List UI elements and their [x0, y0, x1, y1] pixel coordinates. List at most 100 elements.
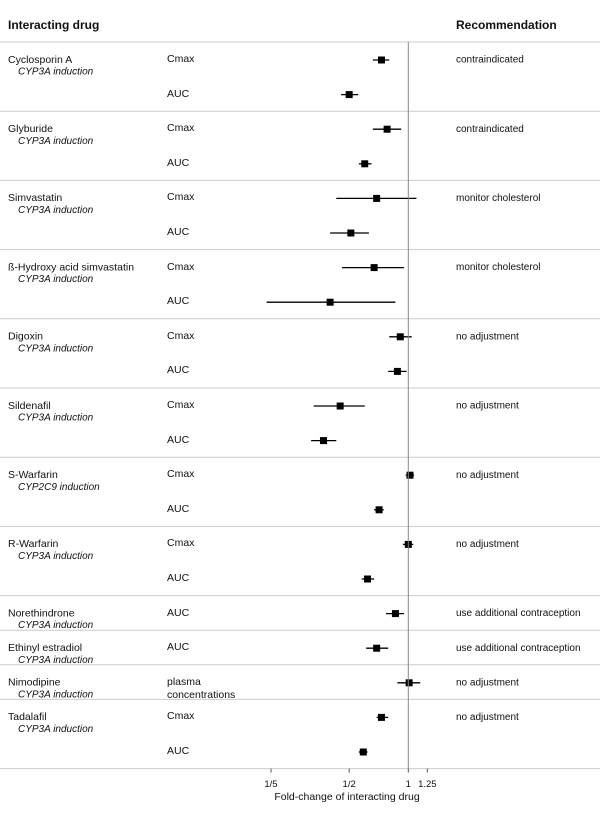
point-estimate [319, 437, 327, 445]
recommendation: monitor cholesterol [456, 193, 540, 204]
mechanism: CYP3A induction [18, 655, 94, 666]
mechanism: CYP3A induction [18, 413, 94, 424]
header-recommendation: Recommendation [456, 18, 557, 32]
drug-name: Glyburide [8, 123, 53, 135]
measure-label-box: Cmax [167, 53, 195, 65]
mechanism: CYP3A induction [18, 136, 94, 147]
measure-label: AUC [167, 572, 190, 584]
measure-label: Cmax [167, 468, 195, 481]
mechanism: CYP2C9 induction [18, 482, 100, 493]
mechanism: CYP3A induction [18, 67, 94, 78]
measure-label-box: AUC [167, 156, 190, 169]
measure-label-box: Cmax [167, 191, 195, 204]
x-tick-label: 1/2 [343, 779, 356, 790]
measure-label: plasma concentrations [167, 675, 236, 701]
recommendation: no adjustment [456, 539, 519, 550]
x-tick-label: 1/5 [264, 779, 277, 790]
mechanism: CYP3A induction [18, 205, 94, 216]
drug-name: R-Warfarin [8, 538, 59, 550]
recommendation: use additional contraception [456, 643, 581, 654]
point-estimate [377, 713, 385, 721]
measure-label: Cmax [167, 710, 195, 723]
recommendation: use additional contraception [456, 608, 581, 619]
measure-label: Cmax [167, 191, 195, 204]
x-tick-label: 1 [406, 779, 411, 790]
measure-label-box: AUC [167, 87, 190, 100]
measure-label-box: Cmax [167, 537, 195, 550]
mechanism: CYP3A induction [18, 343, 94, 354]
measure-label: AUC [167, 226, 190, 238]
recommendation: contraindicated [456, 55, 524, 66]
x-tick-label: 1.25 [418, 779, 437, 790]
drug-name: Nimodipine [8, 677, 61, 689]
drug-name: Digoxin [8, 331, 43, 343]
mechanism: CYP3A induction [18, 724, 94, 735]
measure-label-box: Cmax [167, 468, 195, 481]
drug-name: Simvastatin [8, 192, 62, 204]
measure-label: Cmax [167, 53, 195, 65]
drug-name: Tadalafil [8, 711, 47, 723]
point-estimate [377, 56, 385, 64]
point-estimate [383, 125, 391, 133]
mechanism: CYP3A induction [18, 551, 94, 562]
recommendation: no adjustment [456, 401, 519, 412]
measure-label: Cmax [167, 537, 195, 550]
point-estimate [336, 402, 344, 410]
point-estimate [391, 610, 399, 618]
measure-label-box: AUC [167, 572, 190, 584]
measure-label: AUC [167, 156, 190, 169]
point-estimate [364, 575, 372, 583]
measure-label: AUC [167, 641, 190, 654]
recommendation: no adjustment [456, 331, 519, 342]
point-estimate [347, 229, 355, 237]
point-estimate [345, 91, 353, 99]
measure-label-box: Cmax [167, 261, 194, 273]
measure-label-box: AUC [167, 295, 190, 308]
drug-name: Norethindrone [8, 607, 75, 619]
point-estimate [406, 471, 414, 479]
measure-label: AUC [167, 606, 190, 619]
header-drug: Interacting drug [8, 18, 99, 32]
measure-label-box: AUC [167, 433, 190, 446]
recommendation: monitor cholesterol [456, 262, 540, 273]
measure-label: AUC [167, 364, 190, 377]
measure-label-box: AUC [167, 364, 190, 377]
drug-name: ß-Hydroxy acid simvastatin [8, 261, 134, 273]
point-estimate [375, 506, 383, 514]
point-estimate [370, 264, 378, 272]
measure-label-box: plasma concentrations [167, 675, 236, 701]
measure-label-box: AUC [167, 606, 190, 619]
point-estimate [396, 333, 404, 341]
measure-label: AUC [167, 502, 190, 515]
mechanism: CYP3A induction [18, 274, 94, 285]
measure-label: AUC [167, 745, 190, 757]
drug-name: Sildenafil [8, 400, 51, 412]
x-axis-label: Fold-change of interacting drug [274, 791, 419, 803]
measure-label: AUC [167, 295, 190, 308]
measure-label: AUC [167, 433, 190, 446]
point-estimate [373, 194, 381, 202]
point-estimate [361, 160, 369, 168]
measure-label-box: Cmax [167, 122, 195, 135]
measure-label: Cmax [167, 399, 195, 411]
recommendation: no adjustment [456, 677, 519, 688]
drug-name: Ethinyl estradiol [8, 642, 82, 654]
measure-label-box: Cmax [167, 710, 195, 723]
measure-label: Cmax [167, 122, 195, 135]
recommendation: contraindicated [456, 124, 524, 135]
point-estimate [373, 644, 381, 652]
measure-label-box: AUC [167, 502, 190, 515]
point-estimate [359, 748, 367, 756]
drug-name: Cyclosporin A [8, 54, 72, 66]
measure-label-box: AUC [167, 226, 190, 238]
point-estimate [326, 298, 334, 306]
point-estimate [405, 679, 413, 687]
recommendation: no adjustment [456, 712, 519, 723]
measure-label: AUC [167, 87, 190, 100]
mechanism: CYP3A induction [18, 689, 94, 700]
mechanism: CYP3A induction [18, 620, 94, 631]
measure-label: Cmax [167, 329, 195, 342]
measure-label-box: AUC [167, 641, 190, 654]
point-estimate [393, 367, 401, 375]
